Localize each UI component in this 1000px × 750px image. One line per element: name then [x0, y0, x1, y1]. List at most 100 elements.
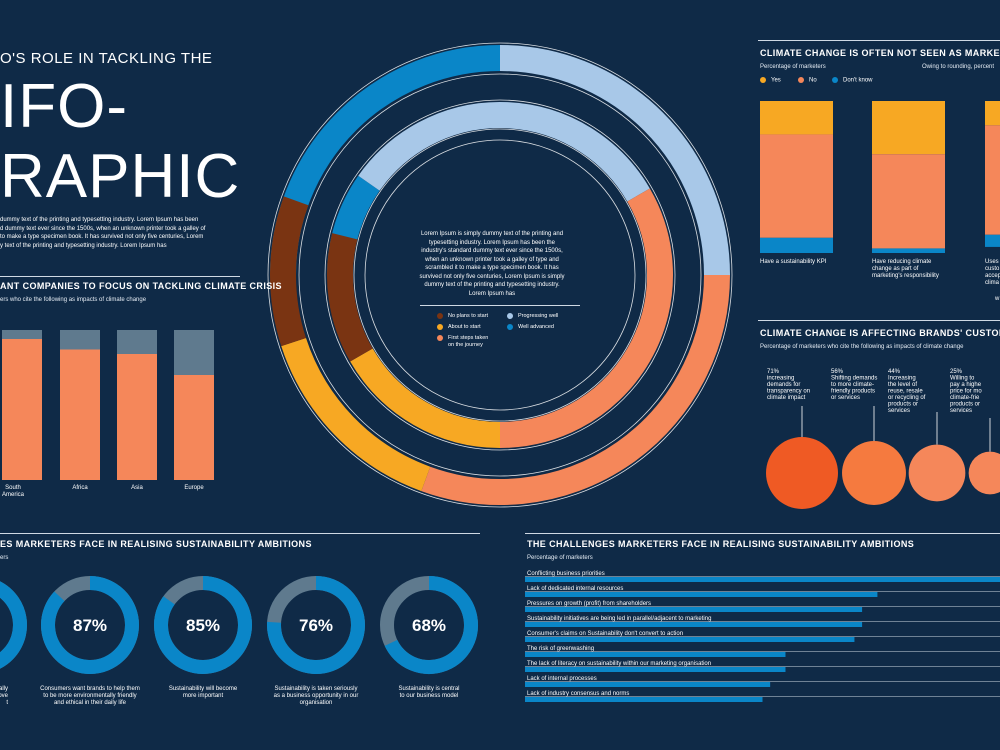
kpi-bar-1-seg-2 [760, 134, 833, 238]
challenge-bar-6 [525, 652, 786, 657]
kpi-stacked-chart: Have a sustainability KPI Have reducing c… [760, 101, 1000, 302]
center-legend-item: About to start [437, 324, 481, 331]
donut-chart: ntallyprovet 87% Consumers want brands to … [0, 576, 478, 706]
challenge-label: Pressures on growth (profit) from shareh… [527, 601, 651, 607]
center-legend-item: Well advanced [507, 324, 554, 331]
challenge-bar-4 [525, 622, 863, 627]
radial-ring2-segment-2 [358, 102, 650, 202]
kpi-legend-item: Don't know [832, 77, 873, 84]
challenge-bar-3 [525, 607, 863, 612]
bubble-4 [968, 451, 1000, 495]
radial-ring1-segment-2 [499, 45, 730, 276]
kpi-bar-3-seg-3 [985, 234, 1000, 247]
radial-guide-5 [364, 139, 636, 411]
donut-caption: Sustainability is central to our business… [398, 686, 459, 699]
legend-swatch [798, 77, 804, 83]
focus-rule [0, 276, 240, 277]
legend-label: Well advanced [518, 324, 554, 330]
customers-rule [758, 320, 1000, 321]
header-intro: dummy text of the printing and typesetti… [0, 217, 206, 249]
legend-swatch [507, 313, 513, 319]
header-title-line1: IFO- [0, 72, 128, 141]
challenge-label: The lack of literacy on sustainability w… [527, 661, 711, 667]
donut-caption: ntallyprovet [0, 686, 9, 706]
kpi-title: CLIMATE CHANGE IS OFTEN NOT SEEN AS MARK… [760, 48, 1000, 58]
focus-category-label: Europe [184, 485, 204, 491]
radial-chart [267, 42, 733, 508]
challenge-bar-8 [525, 682, 771, 687]
focus-bar-1-seg-2 [2, 330, 42, 339]
legend-label: About to start [448, 324, 481, 330]
challenge-label: Lack of internal processes [527, 676, 597, 682]
kpi-category-label: Have reducing climate change as part of ma… [872, 259, 939, 279]
legend-label: Don't know [843, 77, 873, 84]
kpi-subtitle: Percentage of marketers [760, 64, 826, 70]
horizontal-bar-chart: Conflicting business priorities Lack of d… [525, 571, 1000, 702]
radial-guide-4 [353, 128, 647, 422]
challenge-bar-7 [525, 667, 786, 672]
radial-ring1-segment-5 [270, 196, 309, 347]
bubble-3 [908, 444, 966, 502]
radial-guide-1 [267, 42, 733, 508]
kpi-bar-2-seg-2 [872, 154, 945, 249]
focus-category-label: South America [2, 485, 25, 498]
kpi-extra-label: w [994, 296, 1000, 302]
challenges-rule [525, 533, 1000, 534]
radial-guide-3 [324, 99, 676, 451]
focus-bar-3-seg-1 [117, 354, 157, 480]
header-subtitle: O'S ROLE IN TACKLING THE [0, 50, 213, 67]
legend-label: First steps taken on the journey [448, 335, 489, 348]
donut-subtitle: ers [0, 555, 9, 561]
bubble-1 [766, 437, 838, 509]
customers-subtitle: Percentage of marketers who cite the fol… [760, 344, 964, 350]
donut-2-value [41, 576, 139, 674]
kpi-note: Owing to rounding, percent [922, 64, 995, 70]
challenges-title: THE CHALLENGES MARKETERS FACE IN REALISI… [527, 539, 915, 549]
legend-swatch [760, 77, 766, 83]
donut-rule [0, 533, 480, 534]
donut-title: ES MARKETERS FACE IN REALISING SUSTAINAB… [0, 539, 312, 549]
donut-percent: 87% [73, 616, 107, 635]
challenge-bar-1 [525, 577, 1000, 582]
legend-label: Yes [771, 77, 781, 84]
focus-title: ANT COMPANIES TO FOCUS ON TACKLING CLIMA… [0, 281, 282, 291]
donut-caption: Sustainability is taken seriously as a bu… [274, 686, 359, 706]
radial-ring2-segment-4 [350, 348, 501, 448]
kpi-bar-2-seg-1 [872, 101, 945, 155]
legend-swatch [507, 324, 513, 330]
focus-category-label: Asia [131, 485, 143, 491]
bubble-label: 56% Shifting demands to more climate-frien… [831, 369, 877, 401]
donut-caption: Consumers want brands to help them to be … [40, 686, 140, 706]
kpi-bar-3-seg-2 [985, 125, 1000, 235]
legend-swatch [437, 324, 443, 330]
kpi-legend-item: No [798, 77, 817, 84]
challenge-label: Lack of industry consensus and norms [527, 691, 629, 697]
donut-4-value [267, 576, 365, 674]
center-text: Lorem Ipsum is simply dummy text of the … [419, 231, 565, 297]
challenge-bar-9 [525, 697, 763, 702]
center-legend-item: Progressing well [507, 313, 558, 320]
header-title-line2: RAPHIC [0, 142, 241, 211]
legend-swatch [437, 313, 443, 319]
kpi-category-label: Have a sustainability KPI [760, 259, 827, 265]
challenge-label: The risk of greenwashing [527, 646, 594, 652]
donut-5-value [384, 576, 478, 674]
kpi-bar-3-seg-1 [985, 101, 1000, 126]
focus-bar-2-seg-2 [60, 330, 100, 350]
radial-guide-2 [298, 73, 702, 477]
bubble-2 [842, 441, 906, 505]
bubble-label: 25% Willing to pay a highe price for mo clim… [950, 369, 982, 414]
legend-swatch [832, 77, 838, 83]
kpi-legend-item: Yes [760, 77, 781, 84]
donut-percent: 85% [186, 616, 220, 635]
kpi-bar-1-seg-1 [760, 101, 833, 135]
legend-label: No plans to start [448, 313, 489, 319]
donut-percent: 68% [412, 616, 446, 635]
radial-rings [267, 42, 733, 508]
kpi-rule [758, 40, 1000, 41]
focus-bar-4-seg-1 [174, 375, 214, 480]
kpi-bar-2-seg-3 [872, 248, 945, 253]
donut-caption: Sustainability will become more important [169, 686, 238, 699]
legend-label: No [809, 77, 817, 84]
kpi-category-label: Uses custo accep clima [985, 259, 1000, 286]
